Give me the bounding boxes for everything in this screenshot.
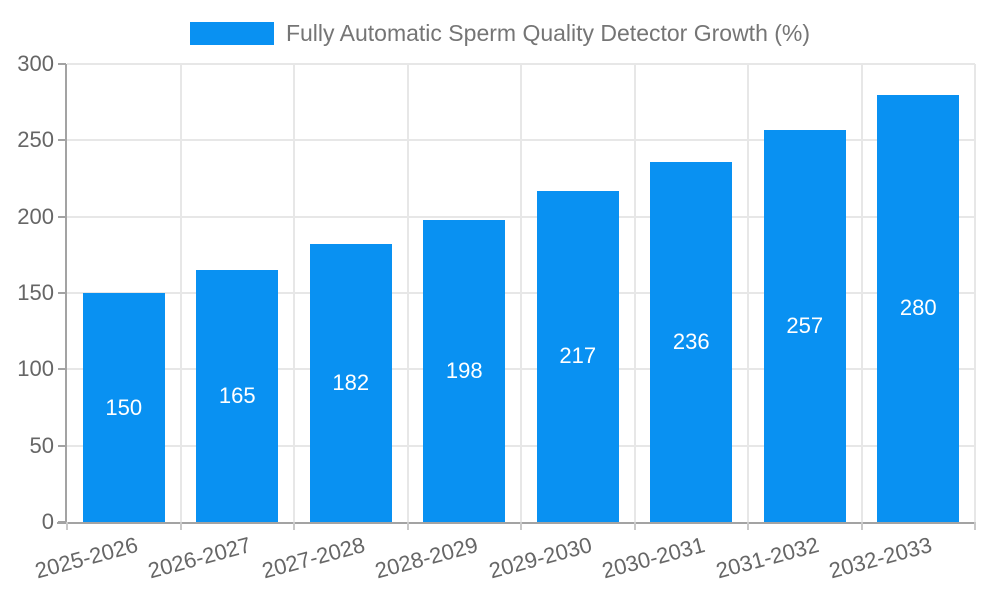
x-tick-label: 2029-2030: [486, 532, 595, 584]
gridline-vertical: [633, 64, 636, 522]
bar: 150: [82, 293, 165, 522]
y-tick-mark: [58, 139, 66, 142]
y-axis-line: [65, 64, 67, 522]
y-tick-mark: [58, 521, 66, 523]
x-tick-mark: [66, 522, 68, 530]
x-axis-line: [57, 522, 975, 524]
x-tick-mark: [293, 522, 295, 530]
y-tick-label: 250: [17, 127, 54, 153]
bar: 257: [763, 129, 846, 522]
x-tick-label: 2031-2032: [713, 532, 822, 584]
x-tick-mark: [633, 522, 636, 530]
y-tick-label: 0: [41, 509, 54, 534]
x-tick-label: 2028-2029: [372, 532, 481, 584]
bar: 182: [309, 244, 392, 522]
x-tick-label: 2030-2031: [599, 532, 708, 584]
y-tick-label: 100: [17, 356, 54, 382]
gridline-vertical: [293, 64, 295, 522]
x-tick-label: 2025-2026: [32, 532, 141, 584]
x-tick-mark: [520, 522, 522, 530]
y-tick-label: 300: [17, 51, 54, 76]
bar-value-label: 236: [672, 328, 710, 354]
x-tick-mark: [179, 522, 182, 530]
bar-value-label: 198: [445, 357, 483, 383]
y-tick-mark: [58, 368, 66, 371]
gridline-vertical: [406, 64, 409, 522]
y-tick-label: 150: [17, 280, 54, 305]
plot-area: 150 165 182 198 217 236 257 280: [57, 63, 976, 524]
gridline-vertical: [520, 64, 522, 522]
chart-legend[interactable]: Fully Automatic Sperm Quality Detector G…: [0, 20, 1000, 47]
bar: 165: [196, 270, 279, 522]
gridline-vertical: [747, 64, 749, 522]
y-tick-label: 200: [17, 203, 54, 229]
y-tick-mark: [58, 63, 66, 65]
bar: 198: [423, 219, 506, 522]
x-tick-label: 2032-2033: [826, 532, 935, 584]
x-tick-mark: [860, 522, 863, 530]
bar-value-label: 280: [899, 295, 937, 321]
bar-value-label: 217: [559, 343, 597, 369]
x-tick-mark: [747, 522, 749, 530]
x-tick-label: 2027-2028: [259, 532, 368, 584]
y-tick-mark: [58, 215, 66, 218]
gridline-vertical: [974, 64, 976, 522]
legend-swatch[interactable]: [189, 22, 274, 45]
x-tick-mark: [406, 522, 409, 530]
bar: 236: [650, 161, 733, 522]
y-tick-mark: [58, 444, 66, 447]
bar-value-label: 165: [218, 383, 256, 409]
x-tick-label: 2026-2027: [145, 532, 254, 584]
bar-value-label: 182: [332, 370, 370, 396]
gridline-vertical: [179, 64, 182, 522]
x-tick-mark: [974, 522, 976, 530]
gridline-vertical: [860, 64, 863, 522]
bar: 280: [877, 94, 960, 522]
y-tick-label: 50: [29, 432, 54, 458]
bar: 217: [536, 190, 619, 522]
legend-label[interactable]: Fully Automatic Sperm Quality Detector G…: [285, 20, 811, 46]
bar-value-label: 257: [786, 312, 824, 338]
y-tick-mark: [58, 292, 66, 294]
bar-value-label: 150: [105, 394, 143, 420]
